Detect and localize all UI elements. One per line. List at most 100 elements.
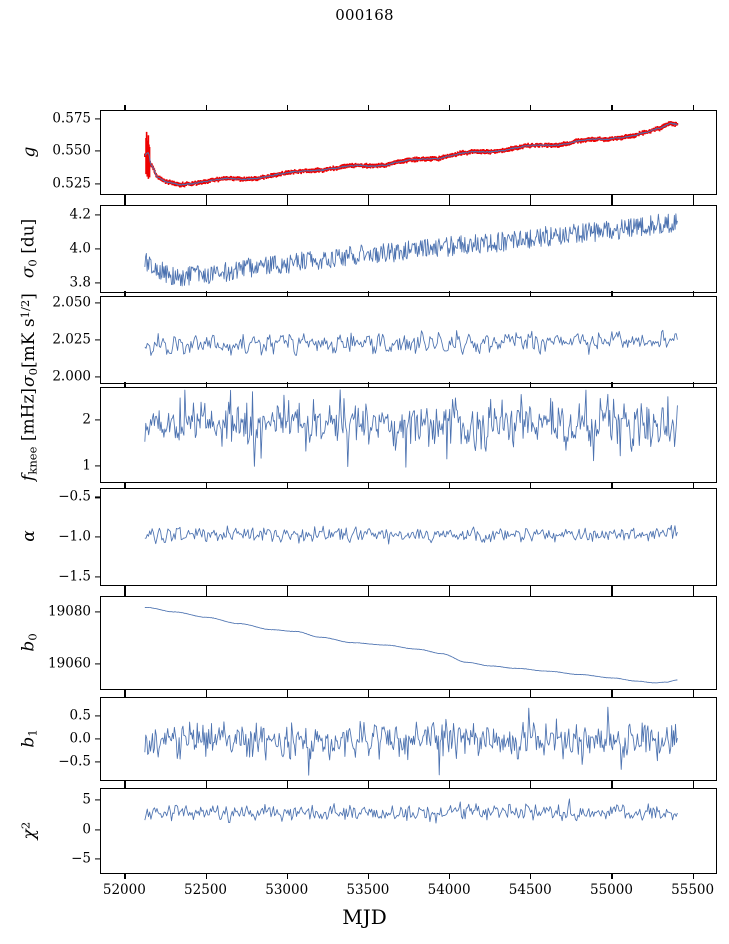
- plot-panel-b1: [100, 697, 717, 781]
- series-line-g: [144, 122, 678, 186]
- plot-panel-sigma0_du: [100, 205, 717, 293]
- y-tick-mark-b1-0: [95, 761, 100, 763]
- x-tick-label-4: 54000: [427, 882, 471, 898]
- figure-title: 000168: [335, 6, 394, 24]
- x-tick-mark-b1-top-4: [449, 692, 451, 697]
- y-tick-label-f_knee-1: 2: [82, 411, 91, 428]
- y-tick-mark-g-1: [95, 150, 100, 152]
- series-g: [144, 121, 679, 188]
- x-tick-mark-g-bottom-4: [449, 195, 451, 200]
- x-tick-mark-b0-top-6: [611, 591, 613, 596]
- y-tick-mark-sigma0_mk-1: [95, 339, 100, 341]
- y-tick-mark-b0-0: [95, 663, 100, 665]
- x-tick-mark-chi2-top-6: [611, 783, 613, 788]
- x-tick-mark-sigma0_mk-top-2: [286, 291, 288, 296]
- series-alpha: [144, 524, 678, 545]
- x-tick-mark-alpha-bottom-7: [692, 586, 694, 591]
- x-tick-mark-alpha-top-0: [124, 483, 126, 488]
- series-line-chi2: [144, 798, 678, 824]
- x-tick-mark-chi2-top-4: [449, 783, 451, 788]
- x-tick-mark-g-top-3: [367, 105, 370, 110]
- plot-panel-g: [100, 110, 717, 195]
- x-tick-label-7: 55500: [671, 882, 715, 898]
- x-tick-mark-b1-top-2: [286, 692, 288, 697]
- x-tick-mark-chi2-top-0: [124, 783, 126, 788]
- y-tick-label-chi2-1: 0: [82, 820, 91, 837]
- y-tick-mark-chi2-0: [95, 858, 100, 860]
- x-tick-mark-alpha-bottom-3: [367, 586, 370, 591]
- x-tick-mark-chi2-bottom-7: [692, 874, 694, 879]
- x-tick-mark-alpha-bottom-2: [286, 586, 288, 591]
- x-axis-label: MJD: [342, 905, 387, 929]
- x-tick-mark-g-top-1: [205, 105, 207, 110]
- series-g-raw-overlay: [144, 121, 679, 188]
- y-tick-mark-f_knee-0: [95, 465, 100, 467]
- plot-panel-alpha: [100, 488, 717, 586]
- series-sigma0_mk: [144, 329, 678, 356]
- y-tick-mark-g-2: [95, 117, 100, 120]
- x-tick-mark-sigma0_mk-top-3: [367, 291, 370, 296]
- x-tick-mark-alpha-top-2: [286, 483, 288, 488]
- x-tick-mark-alpha-bottom-0: [124, 586, 126, 591]
- x-tick-mark-sigma0_mk-top-0: [124, 291, 126, 296]
- x-tick-mark-f_knee-top-2: [286, 382, 288, 387]
- y-tick-mark-alpha-0: [95, 575, 100, 578]
- y-tick-label-b1-0: −0.5: [58, 753, 91, 770]
- x-tick-mark-b0-top-5: [530, 591, 532, 596]
- series-b1: [144, 706, 678, 776]
- y-tick-label-b1-1: 0.0: [69, 730, 91, 747]
- series-f_knee: [144, 389, 678, 468]
- x-tick-mark-b1-top-6: [611, 692, 613, 697]
- x-tick-mark-sigma0_mk-top-6: [611, 291, 613, 296]
- x-tick-mark-chi2-bottom-6: [611, 874, 613, 879]
- x-tick-label-3: 53500: [346, 882, 390, 898]
- x-tick-mark-sigma0_du-top-5: [530, 200, 532, 205]
- x-tick-mark-f_knee-top-4: [449, 382, 451, 387]
- x-tick-label-1: 52500: [184, 882, 228, 898]
- series-line-alpha: [144, 524, 678, 545]
- x-tick-mark-b1-top-1: [205, 692, 207, 697]
- y-tick-mark-sigma0_du-0: [95, 282, 100, 284]
- x-tick-mark-sigma0_mk-top-5: [530, 291, 532, 296]
- x-tick-mark-sigma0_du-top-0: [124, 200, 126, 205]
- y-tick-mark-b1-1: [95, 738, 100, 740]
- series-chi2: [144, 798, 678, 824]
- x-tick-mark-chi2-bottom-1: [205, 874, 207, 879]
- y-tick-label-chi2-2: 5: [82, 791, 91, 808]
- plot-panel-chi2: [100, 788, 717, 874]
- y-tick-label-g-1: 0.550: [52, 142, 91, 159]
- y-tick-mark-sigma0_du-1: [95, 248, 100, 250]
- x-tick-mark-sigma0_du-top-2: [286, 200, 288, 205]
- x-tick-mark-chi2-top-3: [367, 783, 370, 788]
- y-tick-label-alpha-1: −1.0: [58, 528, 91, 545]
- x-tick-mark-f_knee-top-1: [205, 382, 207, 387]
- y-tick-mark-f_knee-1: [95, 419, 100, 421]
- y-tick-label-b0-1: 19080: [48, 602, 91, 619]
- plot-panel-f_knee: [100, 387, 717, 483]
- x-tick-mark-b1-top-7: [692, 692, 694, 697]
- y-axis-label-chi2: χ2: [18, 821, 40, 840]
- y-tick-mark-alpha-2: [95, 496, 100, 499]
- x-tick-mark-sigma0_du-top-6: [611, 200, 613, 205]
- x-tick-mark-b1-top-3: [367, 692, 370, 697]
- x-tick-mark-chi2-bottom-5: [530, 874, 532, 879]
- x-tick-mark-b0-top-4: [449, 591, 451, 596]
- x-tick-mark-alpha-bottom-4: [449, 586, 451, 591]
- plot-panel-b0: [100, 596, 717, 690]
- y-tick-mark-chi2-1: [95, 828, 100, 831]
- series-line-sigma0_du: [144, 213, 678, 287]
- x-tick-mark-b0-top-0: [124, 591, 126, 596]
- x-tick-mark-alpha-top-6: [611, 483, 613, 488]
- x-tick-mark-f_knee-top-5: [530, 382, 532, 387]
- x-tick-mark-g-bottom-0: [124, 195, 126, 200]
- x-tick-mark-sigma0_du-top-4: [449, 200, 451, 205]
- x-tick-mark-g-bottom-7: [692, 195, 694, 200]
- x-tick-mark-f_knee-top-7: [692, 382, 694, 387]
- x-tick-mark-sigma0_mk-top-1: [205, 291, 207, 296]
- x-tick-mark-g-bottom-2: [286, 195, 288, 200]
- x-tick-mark-g-top-2: [286, 105, 288, 110]
- x-tick-mark-f_knee-top-0: [124, 382, 126, 387]
- x-tick-mark-chi2-top-2: [286, 783, 288, 788]
- x-tick-label-5: 54500: [508, 882, 552, 898]
- y-tick-label-alpha-0: −1.5: [58, 567, 91, 584]
